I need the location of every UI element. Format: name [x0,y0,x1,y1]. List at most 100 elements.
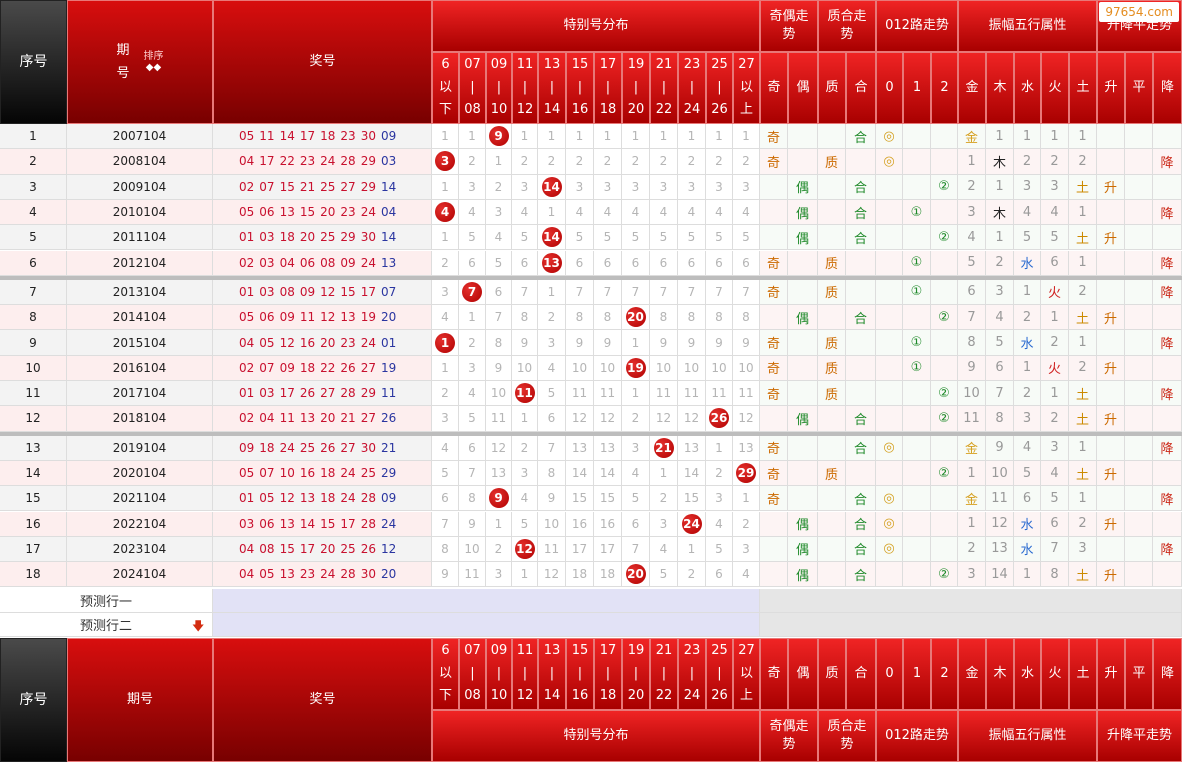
group-cell: 升 [1097,225,1125,251]
period-header[interactable]: 期号排序 ◆◆ [67,0,213,124]
hit-ball: 3 [435,151,455,172]
dist-cell: 7 [594,279,622,306]
group-cell: 3 [1041,435,1069,461]
group-cell: 偶 [788,562,818,588]
red-number: 25 [360,466,376,481]
predict-row-label[interactable]: 预测行一 [0,589,213,614]
dist-cell: 3 [594,174,622,200]
predict-numbers-cell[interactable] [213,613,760,638]
group-sub-header: 2 [931,52,958,124]
row-index: 13 [0,435,67,461]
group-cell: 2 [1041,330,1069,356]
header-line: 22 [655,688,673,704]
blue-number: 14 [380,230,397,245]
group-cell [931,250,958,276]
group-sub-header: 火 [1041,52,1069,124]
prize-header: 奖号 [213,638,432,762]
group-cell [876,330,903,356]
dist-cell: 4 [622,460,650,487]
red-number: 03 [259,284,275,299]
red-number: 18 [259,440,275,455]
group-cell [1097,536,1125,563]
group-cell [788,330,818,356]
predict-expand-arrow-icon[interactable]: 🡇 [192,619,205,634]
group-cell: 1 [986,174,1014,200]
group-cell: 偶 [788,305,818,331]
group-header: 奇偶走势 [760,710,818,762]
dist-cell: 4 [512,199,538,226]
hit-ball: 13 [541,252,562,273]
dist-column-header: 19 | 20 [622,52,650,124]
group-cell: 4 [1014,199,1041,226]
predict-numbers-cell[interactable] [213,589,760,614]
group-cell: 2 [958,174,986,200]
group-cell: 1 [986,124,1014,150]
group-cell [846,149,876,175]
group-cell: 质 [818,355,846,381]
group-cell: 3 [1014,406,1041,432]
hit-ball: 4 [435,202,455,223]
red-number: 15 [320,516,336,531]
group-cell [1125,562,1153,588]
group-cell: 偶 [788,536,818,563]
group-cell [818,511,846,537]
red-number: 29 [360,386,376,401]
red-number: 15 [279,541,295,556]
dist-cell: 3 [512,174,538,200]
group-cell [760,562,788,588]
header-line: 18 [599,688,617,704]
red-number: 21 [340,411,356,426]
group-cell [818,305,846,331]
group-cell: 6 [1014,486,1041,512]
group-cell: ① [903,250,931,276]
dist-cell: 5 [706,536,733,563]
dist-cell: 3 [706,486,733,512]
dist-cell: 14 [538,174,566,200]
group-cell: 木 [986,149,1014,175]
row-index: 7 [0,279,67,306]
group-sub-header: 金 [958,52,986,124]
group-cell [876,199,903,226]
sort-button[interactable]: 排序 ◆◆ [144,51,164,73]
group-cell [931,511,958,537]
red-number: 23 [299,567,316,582]
group-cell [903,511,931,537]
group-cell: 奇 [760,250,788,276]
header-line: | [633,665,639,681]
row-period: 2009104 [67,174,213,200]
red-number: 26 [360,541,376,556]
group-cell: 3 [1069,536,1097,563]
red-number: 20 [320,411,336,426]
predict-row-label[interactable]: 预测行二 [0,613,213,638]
group-cell [818,536,846,563]
dist-cell: 26 [706,406,733,432]
red-number: 28 [340,154,356,169]
group-cell: 降 [1153,486,1182,512]
group-cell [846,279,876,306]
group-cell [1153,225,1182,251]
red-number: 09 [340,255,356,270]
dist-cell: 5 [459,406,486,432]
red-number: 01 [239,284,255,299]
dist-cell: 4 [706,199,733,226]
group-cell: 1 [1014,124,1041,150]
group-cell: 2 [986,250,1014,276]
group-cell [931,536,958,563]
red-number: 29 [360,179,376,194]
header-line: | [717,665,722,681]
red-number: 02 [239,360,255,375]
dist-column-header: 11 | 12 [512,52,538,124]
row-numbers: 01 03 18 20 25 29 30 14 [213,225,432,251]
red-number: 08 [279,284,295,299]
header-line: 22 [655,102,673,118]
dist-column-header: 25 | 26 [706,52,733,124]
row-numbers: 02 07 09 18 22 26 27 19 [213,355,432,381]
dist-cell: 1 [432,225,459,251]
group-cell: 合 [846,511,876,537]
dist-column-header: 17 | 18 [594,638,622,710]
dist-cell: 5 [486,250,512,276]
header-line: 14 [543,688,561,704]
dist-cell: 5 [650,562,678,588]
header-line: 奇偶走 [769,719,809,735]
header-line: 08 [464,688,481,704]
